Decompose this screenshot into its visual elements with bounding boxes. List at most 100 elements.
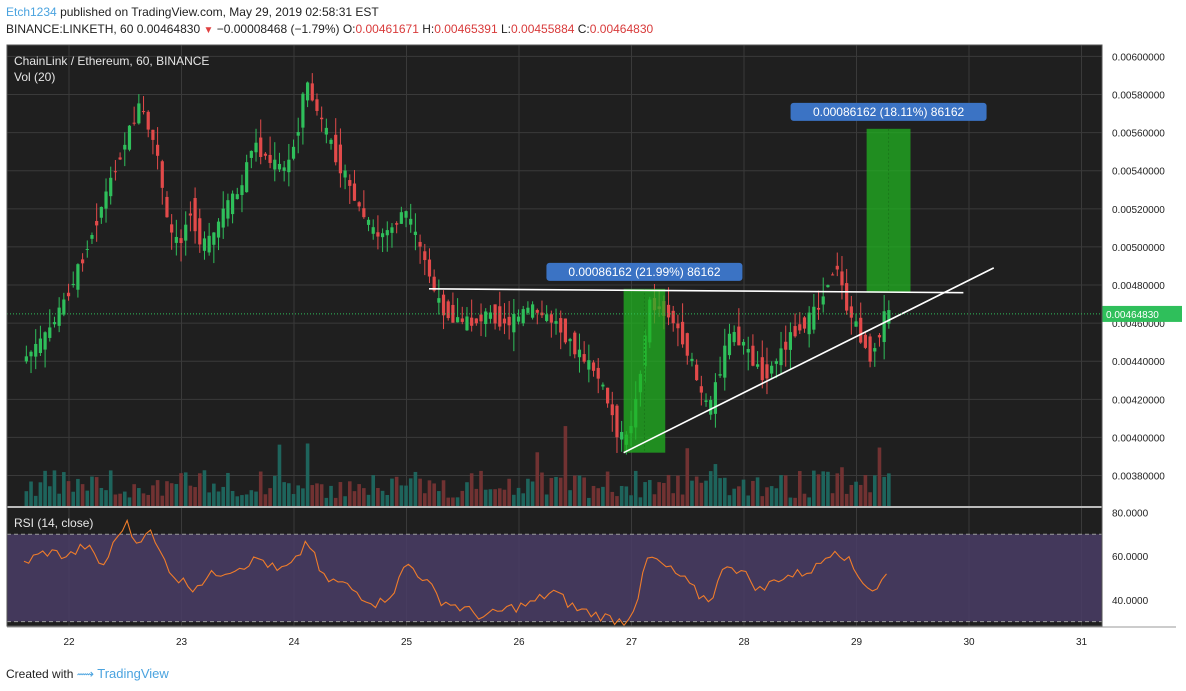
candle-body [132, 122, 136, 124]
volume-bar [722, 477, 727, 506]
candle-body [301, 93, 305, 128]
candle-body [488, 312, 493, 319]
volume-bar [207, 492, 211, 506]
trendline-horizontal-resistance [428, 288, 964, 294]
candle-body [554, 321, 558, 324]
candle-body [545, 314, 549, 321]
volume-bar [868, 492, 872, 506]
candle-body [704, 400, 708, 402]
candle-body [465, 316, 469, 331]
y-tick-label: 0.00560000 [1112, 129, 1165, 140]
volume-bar [769, 486, 774, 506]
candle-body [66, 292, 71, 297]
volume-bar [235, 496, 240, 506]
candle-body [620, 431, 624, 440]
volume-bar [479, 470, 483, 506]
candle-body [418, 241, 422, 247]
volume-bar [877, 447, 882, 506]
candle-body [320, 117, 324, 120]
volume-bar [71, 491, 76, 506]
candle-body [174, 236, 178, 243]
candle-body [184, 224, 188, 241]
candle-body [788, 332, 793, 350]
candle-body [329, 139, 333, 144]
candle-body [685, 333, 689, 356]
footer: Created with ⟿ TradingView [6, 666, 169, 681]
candle-body [765, 364, 769, 379]
tradingview-brand[interactable]: TradingView [97, 666, 169, 681]
volume-bar [793, 497, 797, 506]
volume-bar [493, 489, 497, 506]
candle-body [601, 384, 605, 387]
candle-body [516, 316, 521, 322]
volume-bar [254, 491, 258, 506]
x-tick-label: 24 [288, 637, 300, 648]
candle-body [343, 170, 347, 178]
volume-bar [507, 478, 511, 506]
candle-body [188, 213, 193, 216]
open-value: 0.00461671 [355, 22, 419, 36]
candle-body [423, 251, 427, 261]
candle-body [755, 364, 760, 367]
y-tick-label: 0.00440000 [1112, 357, 1165, 368]
x-tick-label: 29 [851, 637, 863, 648]
volume-bar [526, 478, 530, 506]
volume-bar [788, 497, 793, 506]
volume-bar [137, 488, 141, 506]
volume-bar [558, 477, 563, 506]
candle-body [123, 144, 127, 150]
volume-bar [90, 476, 94, 506]
candle-body [160, 161, 164, 188]
volume-bar [422, 493, 427, 506]
candle-body [29, 351, 33, 357]
y-tick-label: 0.00420000 [1112, 395, 1165, 406]
volume-bar [549, 478, 554, 506]
volume-bar [408, 478, 413, 506]
volume-bar [347, 481, 352, 506]
candle-body [254, 142, 258, 153]
candle-body [404, 211, 408, 218]
volume-bar [52, 470, 57, 506]
candle-body [605, 387, 610, 404]
volume-bar [451, 497, 455, 506]
volume-bar [319, 484, 324, 506]
volume-bar [193, 487, 197, 506]
candle-body [409, 218, 413, 225]
last-price-tag-label: 0.00464830 [1106, 310, 1159, 321]
candle-body [751, 345, 755, 366]
candle-body [99, 206, 103, 218]
candle-body [104, 191, 108, 209]
price-range-label-bg [790, 102, 987, 121]
candle-body [24, 356, 28, 362]
volume-bar [826, 471, 830, 506]
candle-body [137, 103, 141, 124]
last-price: 0.00464830 [136, 22, 201, 36]
rsi-band [7, 534, 1102, 622]
volume-bar [371, 475, 376, 506]
author-name[interactable]: Etch1234 [6, 5, 57, 19]
candle-body [802, 317, 807, 329]
volume-bar [24, 491, 29, 506]
volume-bar [268, 488, 272, 506]
candle-body [141, 111, 146, 113]
volume-bar [802, 493, 807, 506]
volume-bar [151, 485, 155, 506]
volume-bar [694, 476, 699, 506]
last-price-tag [1102, 305, 1182, 322]
candle-body [385, 230, 389, 236]
candle-body [366, 219, 371, 225]
price-range-label: 0.00086162 (21.99%) 86162 [568, 265, 720, 279]
volume-bar [394, 476, 399, 506]
volume-bar [352, 491, 357, 506]
candle-body [352, 183, 357, 201]
candle-body [479, 314, 483, 322]
volume-bar [43, 470, 47, 506]
candle-body [34, 343, 38, 357]
candle-body [282, 167, 286, 171]
low-value: 0.00455884 [511, 22, 575, 36]
candle-body [437, 298, 441, 303]
symbol-label: BINANCE:LINKETH, 60 [6, 22, 134, 36]
candle-body [324, 127, 328, 135]
volume-bar [615, 496, 619, 506]
